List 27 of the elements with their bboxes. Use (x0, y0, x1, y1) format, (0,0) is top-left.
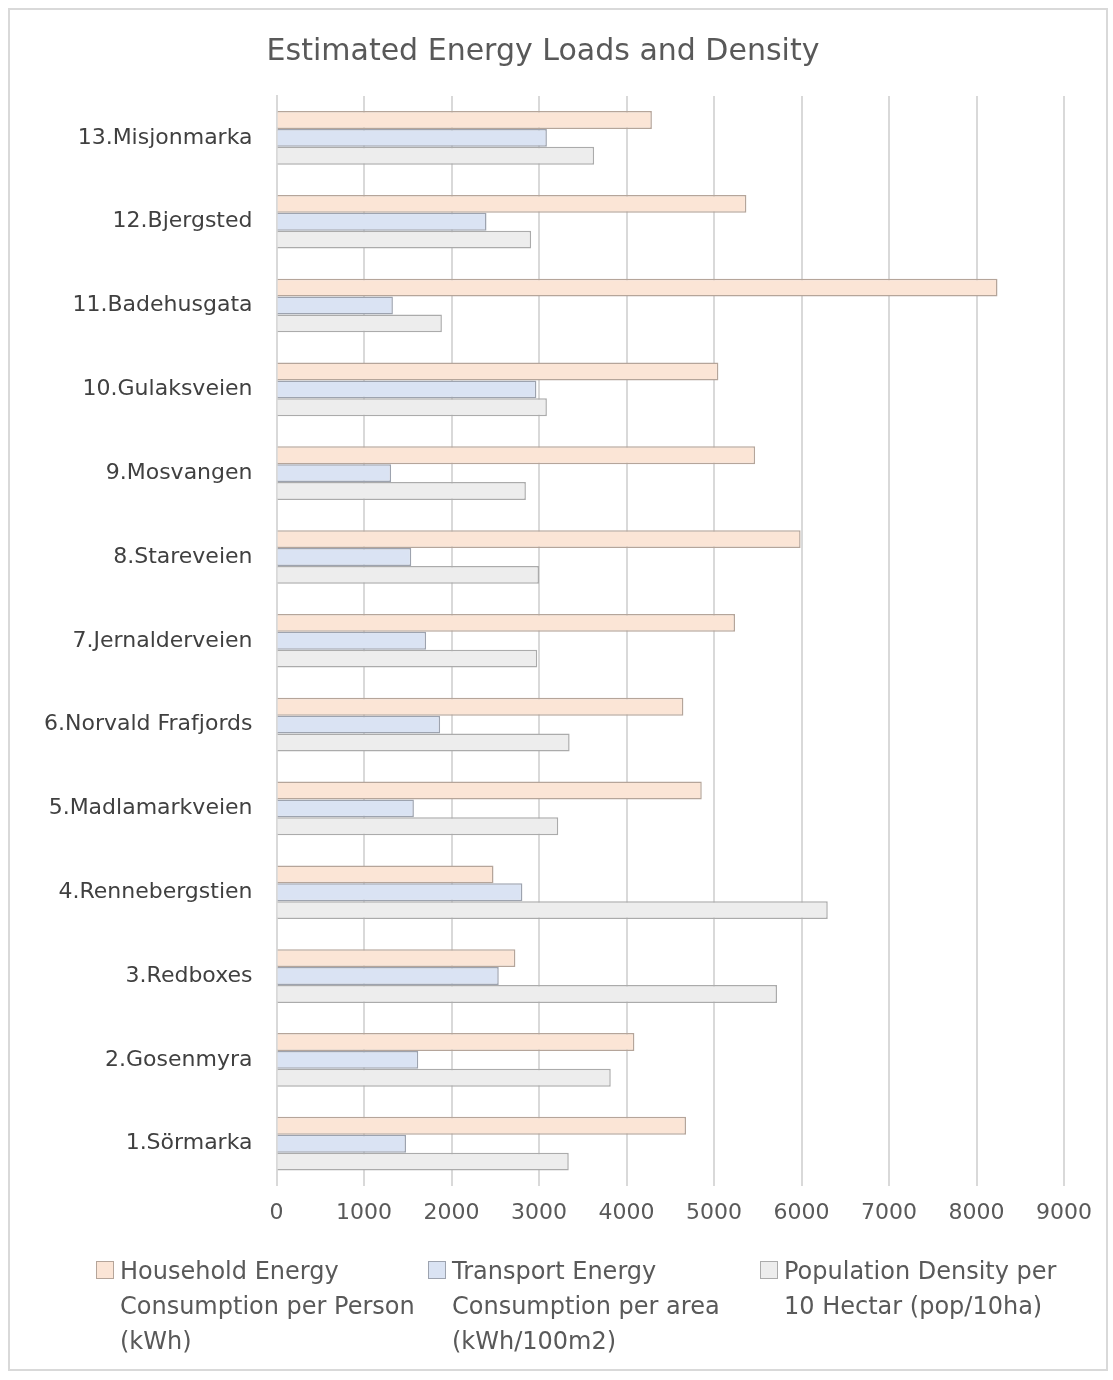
y-tick-label: 8.Stareveien (113, 542, 253, 568)
y-tick-label: 5.Madlamarkveien (48, 794, 253, 820)
y-tick-label: 3.Redboxes (125, 961, 253, 987)
legend-label: Transport Energy Consumption per area (kWh/100m2) (452, 1256, 721, 1357)
y-tick-label: 6.Norvald Frafjords (43, 710, 253, 736)
x-tick-label: 2000 (423, 1198, 480, 1224)
x-tick-label: 5000 (686, 1198, 743, 1224)
y-tick-label: 1.Sörmarka (125, 1129, 253, 1155)
y-tick-label: 9.Mosvangen (105, 458, 253, 484)
y-tick-label: 11.Badehusgata (72, 291, 253, 317)
x-tick-label: 7000 (861, 1198, 918, 1224)
x-tick-label: 6000 (773, 1198, 830, 1224)
x-tick-label: 9000 (1036, 1198, 1093, 1224)
legend-label: Population Density per 10 Hectar (pop/10ha) (784, 1256, 1058, 1322)
y-tick-label: 4.Rennebergstien (58, 877, 253, 903)
x-tick-label: 8000 (948, 1198, 1005, 1224)
x-tick-label: 1000 (336, 1198, 393, 1224)
y-tick-label: 12.Bjergsted (112, 207, 253, 233)
y-tick-label: 10.Gulaksveien (82, 375, 253, 401)
legend-label: Household Energy Consumption per Person (kWh) (120, 1256, 416, 1357)
y-tick-label: 2.Gosenmyra (105, 1045, 253, 1071)
x-tick-label: 3000 (511, 1198, 568, 1224)
chart-title: Estimated Energy Loads and Density (266, 31, 820, 67)
y-tick-label: 7.Jernalderveien (72, 626, 253, 652)
y-tick-label: 13.Misjonmarka (77, 123, 253, 149)
x-tick-label: 4000 (598, 1198, 655, 1224)
x-tick-label: 0 (269, 1198, 284, 1224)
